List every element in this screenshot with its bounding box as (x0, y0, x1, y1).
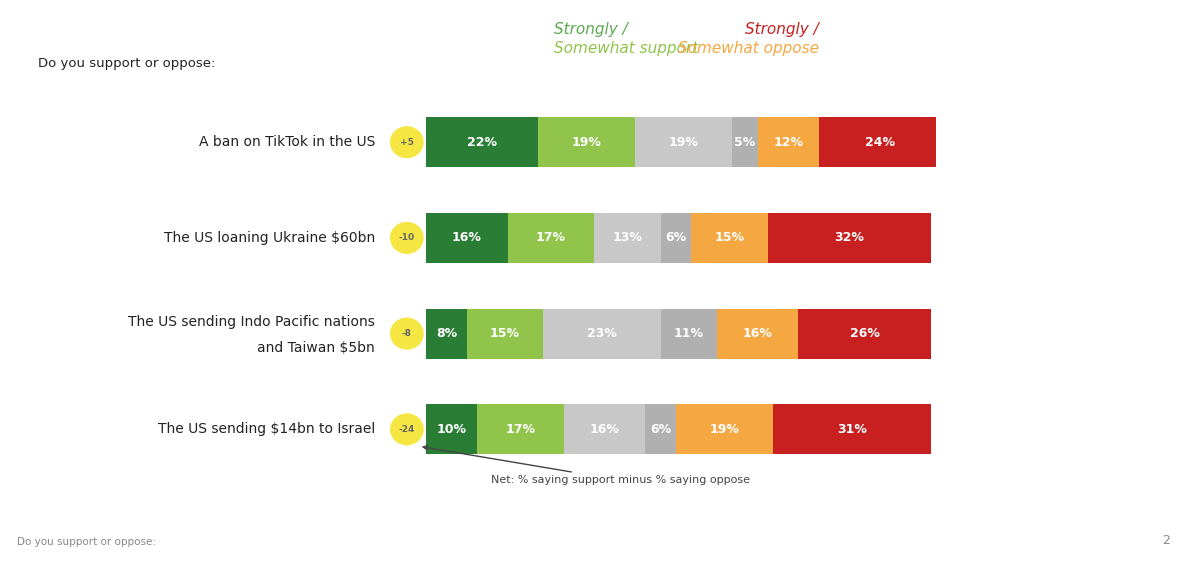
Bar (818, 118, 941, 167)
Text: -8: -8 (402, 329, 412, 338)
Text: 6%: 6% (665, 232, 686, 245)
Ellipse shape (391, 127, 424, 158)
Text: -10: -10 (398, 233, 415, 242)
Bar (467, 308, 544, 359)
Text: 19%: 19% (668, 136, 698, 149)
Text: The US sending $14bn to Israel: The US sending $14bn to Israel (157, 422, 374, 436)
Text: 13%: 13% (612, 232, 642, 245)
Text: Strongly /: Strongly / (553, 21, 628, 37)
Text: A ban on TikTok in the US: A ban on TikTok in the US (198, 135, 374, 149)
Ellipse shape (391, 223, 424, 253)
Text: 15%: 15% (714, 232, 744, 245)
Text: 12%: 12% (773, 136, 803, 149)
Ellipse shape (391, 414, 424, 445)
Bar (661, 308, 716, 359)
Text: Net: % saying support minus % saying oppose: Net: % saying support minus % saying opp… (424, 446, 750, 485)
Text: 17%: 17% (536, 232, 566, 245)
Bar (564, 405, 646, 454)
Text: +5: +5 (400, 138, 414, 147)
Text: The US sending Indo Pacific nations: The US sending Indo Pacific nations (128, 315, 374, 329)
Bar (426, 308, 467, 359)
Bar (478, 405, 564, 454)
Bar (773, 405, 931, 454)
Text: Do you support or oppose:: Do you support or oppose: (17, 537, 156, 547)
Bar (426, 118, 539, 167)
Text: The US loaning Ukraine $60bn: The US loaning Ukraine $60bn (163, 231, 374, 245)
Text: 8%: 8% (436, 327, 457, 340)
Bar (661, 213, 691, 263)
Text: Do you support or oppose:: Do you support or oppose: (38, 56, 216, 69)
Bar (426, 213, 508, 263)
Text: 16%: 16% (589, 423, 619, 436)
Text: Strongly /: Strongly / (745, 21, 818, 37)
Text: Somewhat oppose: Somewhat oppose (678, 41, 818, 56)
Bar (594, 213, 660, 263)
Text: 6%: 6% (650, 423, 671, 436)
Text: and Taiwan $5bn: and Taiwan $5bn (257, 341, 374, 355)
Text: 19%: 19% (709, 423, 739, 436)
Text: -24: -24 (398, 425, 415, 434)
Bar (798, 308, 931, 359)
Text: 10%: 10% (437, 423, 467, 436)
Bar (768, 213, 931, 263)
Bar (732, 118, 757, 167)
Text: 11%: 11% (673, 327, 703, 340)
Text: 24%: 24% (865, 136, 895, 149)
Text: 26%: 26% (850, 327, 880, 340)
Bar (426, 405, 478, 454)
Bar (757, 118, 818, 167)
Bar (635, 118, 732, 167)
Text: 16%: 16% (743, 327, 773, 340)
Text: 16%: 16% (452, 232, 481, 245)
Bar (646, 405, 676, 454)
Text: 19%: 19% (571, 136, 601, 149)
Bar (676, 405, 773, 454)
Bar (539, 118, 635, 167)
Text: 32%: 32% (834, 232, 864, 245)
Bar (716, 308, 798, 359)
Text: 22%: 22% (467, 136, 497, 149)
Ellipse shape (391, 318, 424, 349)
Text: 5%: 5% (734, 136, 755, 149)
Text: 17%: 17% (505, 423, 535, 436)
Text: 2: 2 (1162, 534, 1170, 547)
Text: 31%: 31% (836, 423, 866, 436)
Text: 15%: 15% (490, 327, 520, 340)
Bar (544, 308, 660, 359)
Bar (691, 213, 768, 263)
Text: Somewhat support: Somewhat support (553, 41, 697, 56)
Bar (508, 213, 594, 263)
Text: 23%: 23% (587, 327, 617, 340)
